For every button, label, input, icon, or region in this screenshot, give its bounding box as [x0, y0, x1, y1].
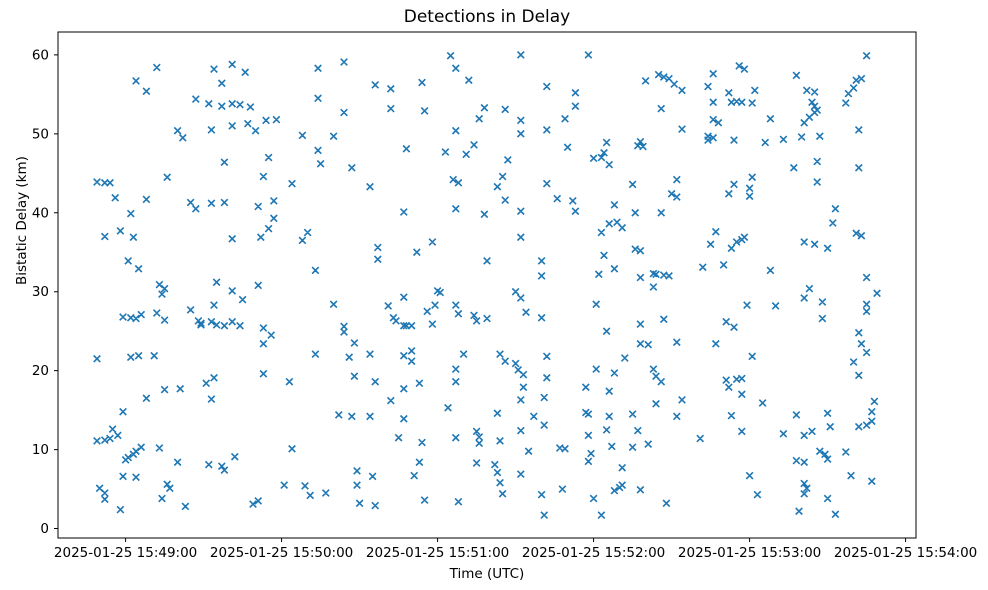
axis-ticks — [54, 54, 907, 542]
y-tick-label: 50 — [32, 126, 49, 142]
x-tick-label: 2025-01-25 15:50:00 — [210, 545, 353, 561]
x-tick-label: 2025-01-25 15:53:00 — [678, 545, 821, 561]
plot-frame — [57, 31, 917, 539]
y-tick-label: 30 — [32, 284, 49, 300]
scatter-points — [93, 51, 881, 519]
x-tick-label: 2025-01-25 15:52:00 — [522, 545, 665, 561]
x-tick-label: 2025-01-25 15:51:00 — [366, 545, 509, 561]
y-tick-label: 20 — [32, 363, 49, 379]
chart-title: Detections in Delay — [403, 7, 571, 27]
y-tick-label: 10 — [32, 442, 49, 458]
x-axis-label: Time (UTC) — [449, 566, 525, 582]
x-tick-label: 2025-01-25 15:49:00 — [54, 545, 197, 561]
y-tick-label: 0 — [40, 521, 49, 537]
y-tick-label: 40 — [32, 205, 49, 221]
y-tick-label: 60 — [32, 47, 49, 63]
x-tick-label: 2025-01-25 15:54:00 — [834, 545, 977, 561]
